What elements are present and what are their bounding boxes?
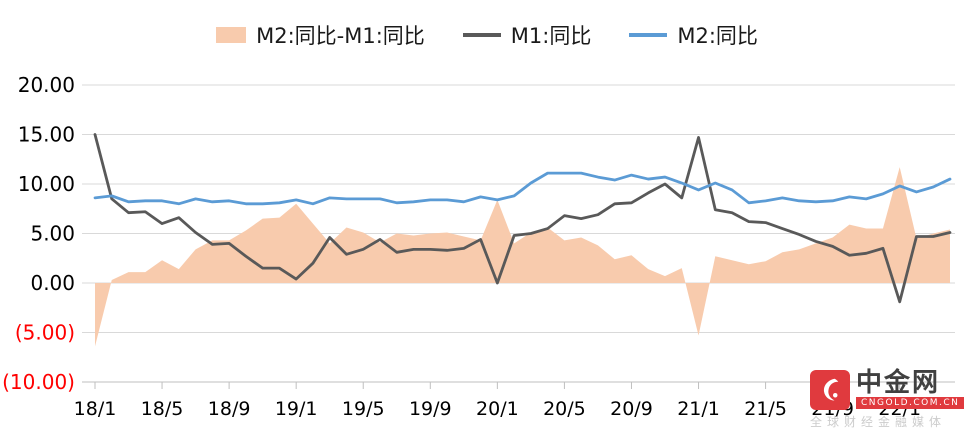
y-axis-label: 5.00 xyxy=(30,222,75,246)
x-axis-label: 20/5 xyxy=(543,398,586,420)
watermark-title: 中金网 xyxy=(856,368,941,398)
line-series-m1 xyxy=(93,133,952,304)
x-axis-label: 21/5 xyxy=(744,398,787,420)
y-axis-label: 20.00 xyxy=(18,73,75,97)
x-axis-label: 19/9 xyxy=(409,398,452,420)
x-axis-label: 18/1 xyxy=(74,398,117,420)
x-axis-label: 20/9 xyxy=(610,398,653,420)
watermark-domain: CNGOLD.COM.CN xyxy=(856,397,965,410)
legend-label: M2:同比-M1:同比 xyxy=(256,24,425,48)
legend-item-2: M2:同比 xyxy=(629,20,758,50)
x-axis-label: 19/5 xyxy=(342,398,385,420)
cngold-logo-icon xyxy=(810,370,850,410)
x-axis-label: 21/1 xyxy=(677,398,720,420)
y-axis-label: 15.00 xyxy=(18,123,75,147)
legend-label: M1:同比 xyxy=(510,24,592,48)
chart-legend: M2:同比-M1:同比 M1:同比 M2:同比 xyxy=(0,20,974,50)
y-axis-label: (10.00) xyxy=(2,370,75,394)
flame-icon xyxy=(823,378,839,401)
y-axis-label: (5.00) xyxy=(15,321,75,345)
watermark-tagline: 全球财经金融媒体 xyxy=(810,415,947,429)
watermark-row: 中金网 CNGOLD.COM.CN xyxy=(810,368,972,410)
y-axis-label: 10.00 xyxy=(18,172,75,196)
y-axis-label: 0.00 xyxy=(30,271,75,295)
legend-label: M2:同比 xyxy=(677,24,758,48)
cngold-watermark: 中金网 CNGOLD.COM.CN 全球财经金融媒体 xyxy=(810,368,972,430)
x-axis-label: 20/1 xyxy=(476,398,519,420)
legend-line-swatch xyxy=(462,33,501,37)
watermark-text: 中金网 CNGOLD.COM.CN xyxy=(856,368,965,410)
area-series-m2-minus-m1 xyxy=(95,167,950,347)
line-series-m2 xyxy=(93,171,952,206)
legend-area-swatch xyxy=(216,27,247,43)
x-axis-label: 18/5 xyxy=(141,398,184,420)
x-axis-label: 19/1 xyxy=(275,398,318,420)
legend-item-1: M1:同比 xyxy=(462,20,592,50)
legend-line-swatch xyxy=(629,33,668,37)
x-axis-label: 18/9 xyxy=(208,398,251,420)
legend-item-0: M2:同比-M1:同比 xyxy=(216,20,425,50)
